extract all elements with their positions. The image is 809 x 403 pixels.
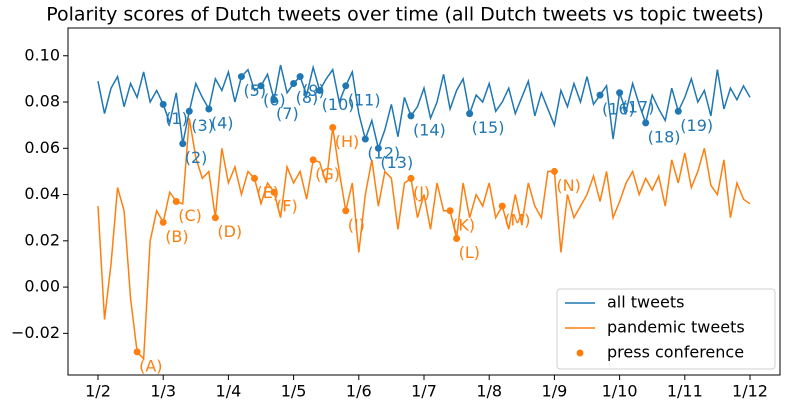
x-tick-label: 1/7 [411, 382, 437, 401]
annotation: (D) [217, 222, 242, 241]
press-conference-dot [316, 86, 324, 94]
x-tick-label: 1/9 [542, 382, 568, 401]
press-conference-dot [466, 110, 474, 118]
annotation: (H) [335, 132, 360, 151]
press-conference-dot [179, 140, 187, 148]
press-conference-dot [296, 73, 304, 81]
y-tick-label: 0.10 [24, 45, 60, 64]
press-conference-dot [290, 80, 298, 88]
annotation: (18) [648, 127, 681, 146]
legend-label: pandemic tweets [607, 318, 745, 337]
annotation: (L) [459, 243, 480, 262]
y-tick-label: 0.00 [24, 277, 60, 296]
y-tick-label: −0.02 [11, 323, 60, 342]
annotation: (3) [191, 116, 214, 135]
press-conference-dot [185, 107, 193, 115]
press-conference-dot [329, 123, 337, 131]
annotation: (E) [256, 183, 279, 202]
x-tick-label: 1/11 [667, 382, 703, 401]
press-conference-dot [270, 96, 278, 104]
x-tick-label: 1/10 [602, 382, 638, 401]
press-conference-dot [159, 218, 167, 226]
press-conference-dot [446, 207, 454, 215]
annotation: (10) [322, 95, 355, 114]
annotation: (14) [413, 120, 446, 139]
annotation: (B) [165, 227, 188, 246]
press-conference-dot [550, 167, 558, 175]
press-conference-dot [237, 73, 245, 81]
press-conference-dot [361, 135, 369, 143]
annotation: (4) [211, 113, 234, 132]
press-conference-dot [374, 144, 382, 152]
y-tick-label: 0.08 [24, 92, 60, 111]
x-tick-label: 1/12 [732, 382, 768, 401]
annotation: (M) [504, 211, 530, 230]
x-tick-label: 1/3 [150, 382, 176, 401]
press-conference-dot [407, 112, 415, 120]
annotation: (7) [276, 104, 299, 123]
legend-marker [576, 349, 584, 357]
annotation: (13) [380, 153, 413, 172]
press-conference-dot [342, 207, 350, 215]
legend-label: all tweets [607, 293, 684, 312]
press-conference-dot [674, 107, 682, 115]
annotation: (19) [680, 116, 713, 135]
legend-label: press conference [607, 343, 744, 362]
legend-box [556, 288, 776, 370]
annotation: (17) [622, 97, 655, 116]
annotation: (8) [296, 88, 319, 107]
chart-title: Polarity scores of Dutch tweets over tim… [46, 4, 764, 26]
x-tick-label: 1/8 [476, 382, 502, 401]
press-conference-dot [342, 82, 350, 90]
annotation: (2) [185, 148, 208, 167]
press-conference-dot [616, 89, 624, 97]
press-conference-dot [205, 105, 213, 113]
annotation: (G) [315, 164, 340, 183]
press-conference-dot [407, 174, 415, 182]
annotation: (A) [139, 356, 162, 375]
annotation: (15) [472, 118, 505, 137]
annotation: (C) [178, 206, 202, 225]
y-tick-label: 0.04 [24, 184, 60, 203]
annotation: (16) [602, 100, 635, 119]
annotation: (1) [165, 109, 188, 128]
annotation: (J) [413, 183, 430, 202]
x-tick-label: 1/2 [85, 382, 111, 401]
press-conference-dot [642, 119, 650, 127]
press-conference-dot [172, 198, 180, 205]
annotation: (I) [348, 215, 365, 234]
press-conference-dot [250, 174, 258, 182]
press-conference-dot [498, 202, 506, 210]
press-conference-dot [309, 156, 317, 164]
annotation: (9) [302, 81, 325, 100]
press-conference-dot [453, 235, 461, 243]
line [97, 118, 751, 361]
press-conference-dot [159, 100, 167, 108]
y-tick-label: 0.06 [24, 138, 60, 157]
y-tick-label: 0.02 [24, 230, 60, 249]
annotation: (N) [556, 176, 580, 195]
annotation: (F) [276, 197, 298, 216]
x-tick-label: 1/6 [346, 382, 372, 401]
x-tick-label: 1/5 [281, 382, 307, 401]
press-conference-dot [133, 348, 141, 356]
press-conference-dot [257, 82, 265, 90]
x-tick-label: 1/4 [216, 382, 242, 401]
press-conference-dot [596, 91, 604, 99]
annotation: (K) [452, 215, 475, 234]
annotation: (11) [348, 90, 381, 109]
press-conference-dot [211, 214, 219, 222]
line [97, 64, 751, 151]
plot-frame [67, 27, 781, 376]
press-conference-dot [270, 188, 278, 196]
